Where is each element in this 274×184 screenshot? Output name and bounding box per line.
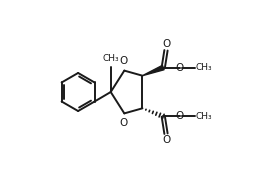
Text: O: O [175,112,184,121]
Text: CH₃: CH₃ [196,63,213,72]
Text: CH₃: CH₃ [196,112,213,121]
Text: CH₃: CH₃ [102,54,119,63]
Text: O: O [119,118,127,128]
Text: O: O [162,39,171,49]
Text: O: O [175,63,184,72]
Text: O: O [119,56,127,66]
Polygon shape [142,65,164,76]
Text: O: O [162,135,171,145]
